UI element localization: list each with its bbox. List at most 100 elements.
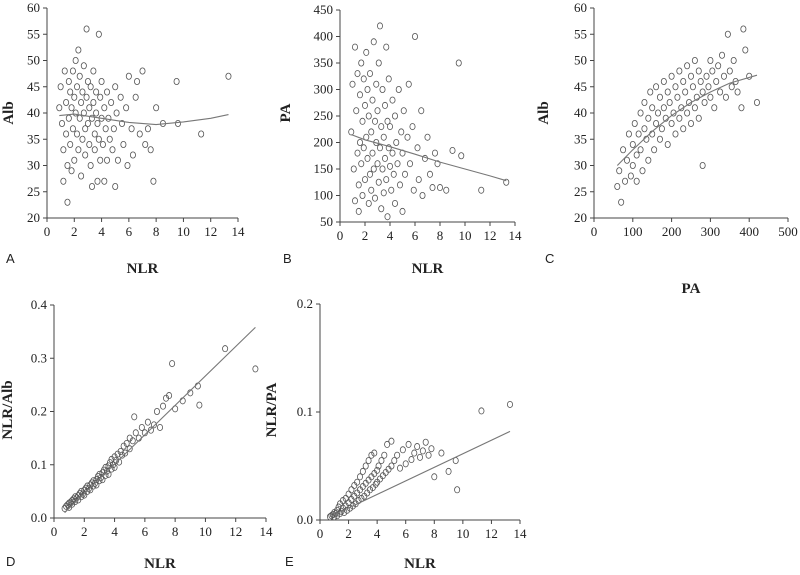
panel-a-data-point: [139, 67, 146, 75]
panel-c-data-point: [666, 99, 673, 107]
panel-c-data-point: [629, 161, 636, 169]
panel-c-data-point: [734, 88, 741, 96]
panel-a-data-point: [95, 135, 102, 143]
panel-d-data-point: [81, 491, 88, 499]
panel-b-data-point: [378, 123, 385, 131]
panel-e-data-point: [454, 486, 461, 494]
panel-a-data-point: [129, 151, 136, 159]
panel-c-data-point: [740, 25, 747, 33]
panel-b-xtick-label: 6: [412, 228, 419, 243]
panel-d-data-point: [122, 449, 129, 457]
panel-a-data-point: [104, 156, 111, 164]
panel-e-xtick-label: 8: [431, 526, 438, 541]
panel-e-data-point: [419, 447, 426, 455]
panel-d-data-point: [138, 423, 145, 431]
panel-e-data-point: [478, 407, 485, 415]
panel-c-data-point: [724, 30, 731, 38]
panel-b-data-point: [381, 101, 388, 109]
panel-a-data-point: [79, 135, 86, 143]
panel-e-xtick-label: 0: [317, 526, 324, 541]
panel-e-ytick-label: 0.2: [297, 296, 313, 311]
panel-b-data-point: [374, 107, 381, 115]
panel-b: 0 2 4 6 8 10 12 14 50 100 150 200 250 300 350 400 450 NLR…: [278, 2, 522, 277]
panel-b-fit-line: [351, 134, 507, 182]
panel-a-xtick-label: 8: [153, 224, 160, 239]
panel-d-axes: [53, 305, 266, 519]
panel-c-data-point: [720, 72, 727, 80]
panel-c-data-point: [676, 67, 683, 75]
panel-b-data-point: [370, 165, 377, 173]
panel-c-data-point: [664, 140, 671, 148]
panel-a-data-point: [99, 140, 106, 148]
panel-b-ytick-label: 100: [314, 188, 334, 203]
panel-a-xtick-label: 6: [126, 224, 133, 239]
panel-a-data-point: [124, 161, 131, 169]
panel-a-data-point: [83, 93, 90, 101]
panel-a-ytick-label: 20: [27, 210, 40, 225]
panel-e-data-point: [391, 457, 398, 465]
panel-c-data-point: [653, 83, 660, 91]
panel-a-data-point: [147, 146, 154, 154]
panel-a-xtick-label: 14: [232, 224, 246, 239]
panel-e-axes: [319, 304, 520, 521]
panel-c-xtick-label: 200: [662, 224, 682, 239]
panel-c-xtick-label: 400: [739, 224, 759, 239]
panel-a-data-point: [97, 156, 104, 164]
panel-b-data-point: [385, 144, 392, 152]
panel-a-data-point: [90, 99, 97, 107]
panel-a-data-point: [63, 99, 70, 107]
panel-c-data-point: [672, 83, 679, 91]
panel-d-data-point: [72, 497, 79, 505]
panel-b-data-point: [359, 191, 366, 199]
panel-a-ytick-label: 50: [27, 53, 40, 68]
panel-a-data-point: [59, 120, 66, 128]
panel-d-xtick-label: 6: [142, 524, 149, 539]
panel-b-data-point: [429, 184, 436, 192]
panel-b-ytick-label: 400: [314, 29, 334, 44]
panel-b-data-point: [503, 178, 510, 186]
panel-b-data-point: [418, 107, 425, 115]
panel-c-data-point: [633, 151, 640, 159]
panel-d-x-axis-label: NLR: [144, 556, 176, 572]
panel-d-xtick-label: 0: [51, 524, 58, 539]
panel-b-data-point: [404, 133, 411, 141]
panel-c-data-point: [645, 114, 652, 122]
panel-d-data-point: [156, 423, 163, 431]
panel-e-data-point: [431, 473, 438, 481]
panel-d-xtick-label: 10: [199, 524, 212, 539]
panel-b-data-point: [350, 165, 357, 173]
panel-e-data-point: [414, 443, 421, 451]
panel-a-data-point: [86, 104, 93, 112]
panel-c-data-point: [695, 67, 702, 75]
panel-b-data-point: [375, 59, 382, 67]
panel-d-ytick-label: 0.4: [31, 297, 48, 312]
panel-c-data-point: [660, 78, 667, 86]
panel-a-data-point: [72, 109, 79, 117]
panel-a-xtick-label: 4: [98, 224, 105, 239]
panel-d-data-point: [126, 445, 133, 453]
panel-a-data-point: [128, 125, 135, 133]
panel-b-data-point: [436, 184, 443, 192]
panel-b-data-point: [354, 149, 361, 157]
panel-b-data-point: [443, 186, 450, 194]
panel-b-data-point: [379, 86, 386, 94]
panel-a-data-point: [120, 140, 127, 148]
panel-e-xtick-label: 14: [514, 526, 528, 541]
panel-a-data-point: [142, 140, 149, 148]
panel-d-ytick-label: 0.3: [31, 350, 47, 365]
panel-b-data-point: [364, 86, 371, 94]
panel-e-data-point: [408, 456, 415, 464]
panel-e-data-point: [375, 462, 382, 470]
panel-a-data-point: [89, 182, 96, 190]
panel-a-data-point: [87, 83, 94, 91]
panel-d-data-point: [94, 472, 101, 480]
panel-a-data-point: [80, 62, 87, 70]
panel-c-data-point: [616, 167, 623, 175]
panel-b-data-point: [401, 170, 408, 178]
panel-c-data-point: [705, 83, 712, 91]
panel-b-ytick-label: 150: [314, 161, 334, 176]
panel-c-data-point: [684, 62, 691, 70]
panel-c-xtick-label: 500: [778, 224, 798, 239]
panel-c-data-point: [680, 125, 687, 133]
panel-c-data-point: [693, 93, 700, 101]
